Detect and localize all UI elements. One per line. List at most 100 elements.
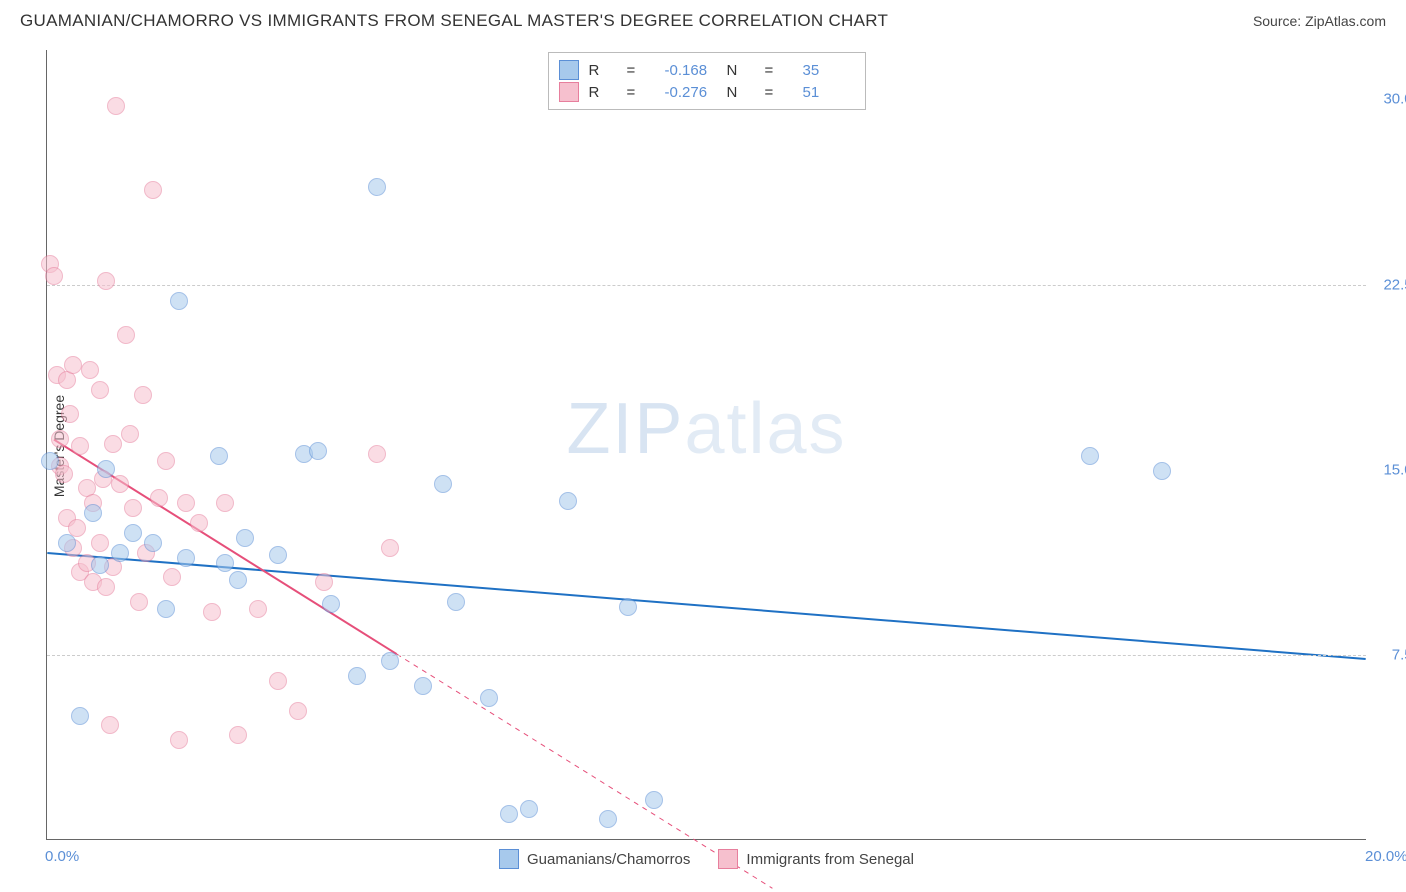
scatter-point bbox=[520, 800, 538, 818]
r-label: R bbox=[589, 62, 617, 79]
y-tick-label: 30.0% bbox=[1376, 91, 1406, 108]
scatter-point bbox=[381, 539, 399, 557]
chart-title: GUAMANIAN/CHAMORRO VS IMMIGRANTS FROM SE… bbox=[20, 11, 888, 31]
scatter-point bbox=[107, 97, 125, 115]
scatter-point bbox=[81, 361, 99, 379]
r-label: R bbox=[589, 84, 617, 101]
scatter-point bbox=[144, 534, 162, 552]
scatter-point bbox=[289, 702, 307, 720]
trend-lines-svg bbox=[47, 50, 1366, 839]
title-bar: GUAMANIAN/CHAMORRO VS IMMIGRANTS FROM SE… bbox=[0, 0, 1406, 42]
scatter-point bbox=[64, 356, 82, 374]
scatter-point bbox=[414, 677, 432, 695]
scatter-point bbox=[111, 544, 129, 562]
gridline bbox=[47, 285, 1366, 286]
scatter-point bbox=[117, 326, 135, 344]
scatter-point bbox=[315, 573, 333, 591]
equals-sign: = bbox=[765, 62, 793, 79]
scatter-point bbox=[1081, 447, 1099, 465]
equals-sign: = bbox=[627, 62, 655, 79]
scatter-point bbox=[130, 593, 148, 611]
scatter-point bbox=[71, 437, 89, 455]
scatter-point bbox=[170, 292, 188, 310]
y-tick-label: 22.5% bbox=[1376, 276, 1406, 293]
watermark-thin: atlas bbox=[684, 389, 846, 469]
scatter-point bbox=[111, 475, 129, 493]
correlation-legend-row: R = -0.276 N = 51 bbox=[559, 81, 855, 103]
scatter-point bbox=[559, 492, 577, 510]
scatter-point bbox=[229, 571, 247, 589]
scatter-point bbox=[97, 460, 115, 478]
scatter-point bbox=[500, 805, 518, 823]
series-swatch bbox=[559, 60, 579, 80]
series-name: Immigrants from Senegal bbox=[746, 851, 914, 868]
scatter-point bbox=[150, 489, 168, 507]
scatter-point bbox=[599, 810, 617, 828]
x-tick-label: 20.0% bbox=[1365, 848, 1406, 865]
series-legend: Guamanians/Chamorros Immigrants from Sen… bbox=[47, 849, 1366, 869]
correlation-legend-row: R = -0.168 N = 35 bbox=[559, 59, 855, 81]
scatter-point bbox=[163, 568, 181, 586]
scatter-point bbox=[381, 652, 399, 670]
scatter-point bbox=[177, 494, 195, 512]
y-tick-label: 7.5% bbox=[1376, 646, 1406, 663]
scatter-point bbox=[71, 707, 89, 725]
series-legend-item: Guamanians/Chamorros bbox=[499, 849, 690, 869]
series-swatch bbox=[499, 849, 519, 869]
scatter-point bbox=[447, 593, 465, 611]
scatter-point bbox=[322, 595, 340, 613]
scatter-point bbox=[121, 425, 139, 443]
y-tick-label: 15.0% bbox=[1376, 461, 1406, 478]
series-name: Guamanians/Chamorros bbox=[527, 851, 690, 868]
series-legend-item: Immigrants from Senegal bbox=[718, 849, 914, 869]
n-label: N bbox=[727, 84, 755, 101]
scatter-point bbox=[269, 672, 287, 690]
equals-sign: = bbox=[627, 84, 655, 101]
scatter-point bbox=[619, 598, 637, 616]
scatter-point bbox=[61, 405, 79, 423]
watermark-bold: ZIP bbox=[566, 389, 684, 469]
scatter-point bbox=[480, 689, 498, 707]
series-swatch bbox=[718, 849, 738, 869]
watermark: ZIPatlas bbox=[566, 388, 846, 470]
scatter-point bbox=[368, 178, 386, 196]
scatter-point bbox=[190, 514, 208, 532]
scatter-point bbox=[91, 556, 109, 574]
r-value: -0.168 bbox=[665, 62, 717, 79]
scatter-point bbox=[58, 534, 76, 552]
scatter-point bbox=[84, 504, 102, 522]
equals-sign: = bbox=[765, 84, 793, 101]
scatter-point bbox=[645, 791, 663, 809]
source-label: Source: ZipAtlas.com bbox=[1253, 13, 1386, 29]
scatter-point bbox=[216, 554, 234, 572]
scatter-point bbox=[134, 386, 152, 404]
scatter-point bbox=[104, 435, 122, 453]
scatter-point bbox=[269, 546, 287, 564]
scatter-point bbox=[51, 430, 69, 448]
scatter-point bbox=[124, 499, 142, 517]
correlation-legend: R = -0.168 N = 35 R = -0.276 N = 51 bbox=[548, 52, 866, 110]
scatter-point bbox=[91, 534, 109, 552]
scatter-point bbox=[45, 267, 63, 285]
scatter-point bbox=[348, 667, 366, 685]
gridline bbox=[47, 655, 1366, 656]
scatter-point bbox=[91, 381, 109, 399]
n-value: 35 bbox=[803, 62, 855, 79]
scatter-point bbox=[434, 475, 452, 493]
scatter-point bbox=[177, 549, 195, 567]
scatter-point bbox=[101, 716, 119, 734]
scatter-point bbox=[309, 442, 327, 460]
r-value: -0.276 bbox=[665, 84, 717, 101]
scatter-point bbox=[157, 452, 175, 470]
scatter-point bbox=[55, 465, 73, 483]
trend-line bbox=[47, 553, 1365, 659]
scatter-point bbox=[170, 731, 188, 749]
scatter-point bbox=[157, 600, 175, 618]
scatter-point bbox=[368, 445, 386, 463]
n-label: N bbox=[727, 62, 755, 79]
n-value: 51 bbox=[803, 84, 855, 101]
x-tick-label: 0.0% bbox=[45, 848, 79, 865]
scatter-point bbox=[97, 272, 115, 290]
scatter-point bbox=[236, 529, 254, 547]
scatter-point bbox=[216, 494, 234, 512]
